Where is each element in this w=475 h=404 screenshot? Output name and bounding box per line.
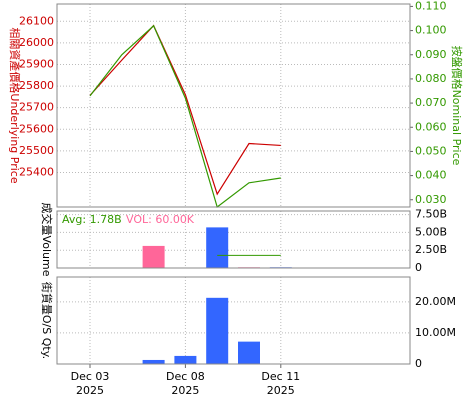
series-line [89,24,281,209]
y2-tick-label: 0.040 [415,169,447,182]
annotation: Avg: 1.78B [62,213,122,226]
y-tick-label: 10.00M [415,326,456,339]
y-tick-label: 25600 [19,122,54,135]
y2-tick-label: 0.050 [415,144,447,157]
y2-tick-label: 0.030 [415,193,447,206]
bar [206,227,229,268]
y-tick-label: 26100 [19,14,54,27]
annotation: VOL: 60.00K [126,213,195,226]
y-tick-label: 0 [415,261,422,274]
y-tick-label: 25400 [19,165,54,178]
y2-tick-label: 0.070 [415,96,447,109]
y-tick-label: 2.50B [415,243,447,256]
y2-tick-label: 0.100 [415,24,447,37]
y-title: 成交量Volume [40,203,54,277]
y-tick-label: 25900 [19,57,54,70]
y-tick-label: 5.00B [415,225,447,238]
x-tick-year: 2025 [171,384,199,397]
series-line [89,24,281,196]
y-tick-label: 7.50B [415,208,447,221]
y-tick-label: 25800 [19,79,54,92]
x-tick-year: 2025 [76,384,104,397]
panel-frame [56,3,411,208]
y-tick-label: 26000 [19,36,54,49]
bar [206,297,229,364]
bar [142,359,165,364]
y2-tick-label: 0.110 [415,0,447,12]
x-tick-label: Dec 08 [166,370,205,383]
bar [142,245,165,268]
bar [174,355,197,364]
panel-frame [56,276,411,365]
x-tick-label: Dec 11 [261,370,300,383]
panel-frame [56,210,411,269]
y-tick-label: 25700 [19,101,54,114]
y2-tick-label: 0.090 [415,48,447,61]
y2-title: 按盤價格Nominal Price [450,46,464,166]
y2-tick-label: 0.080 [415,72,447,85]
y-tick-label: 20.00M [415,295,456,308]
y-title: 街貨量O/S Qty. [40,282,54,359]
y-tick-label: 25500 [19,144,54,157]
x-tick-label: Dec 03 [71,370,110,383]
bar [238,341,260,364]
y2-tick-label: 0.060 [415,120,447,133]
y-title: 相關資產價格Underlying Price [8,27,22,183]
y-tick-label: 0 [415,357,422,370]
x-tick-year: 2025 [267,384,295,397]
